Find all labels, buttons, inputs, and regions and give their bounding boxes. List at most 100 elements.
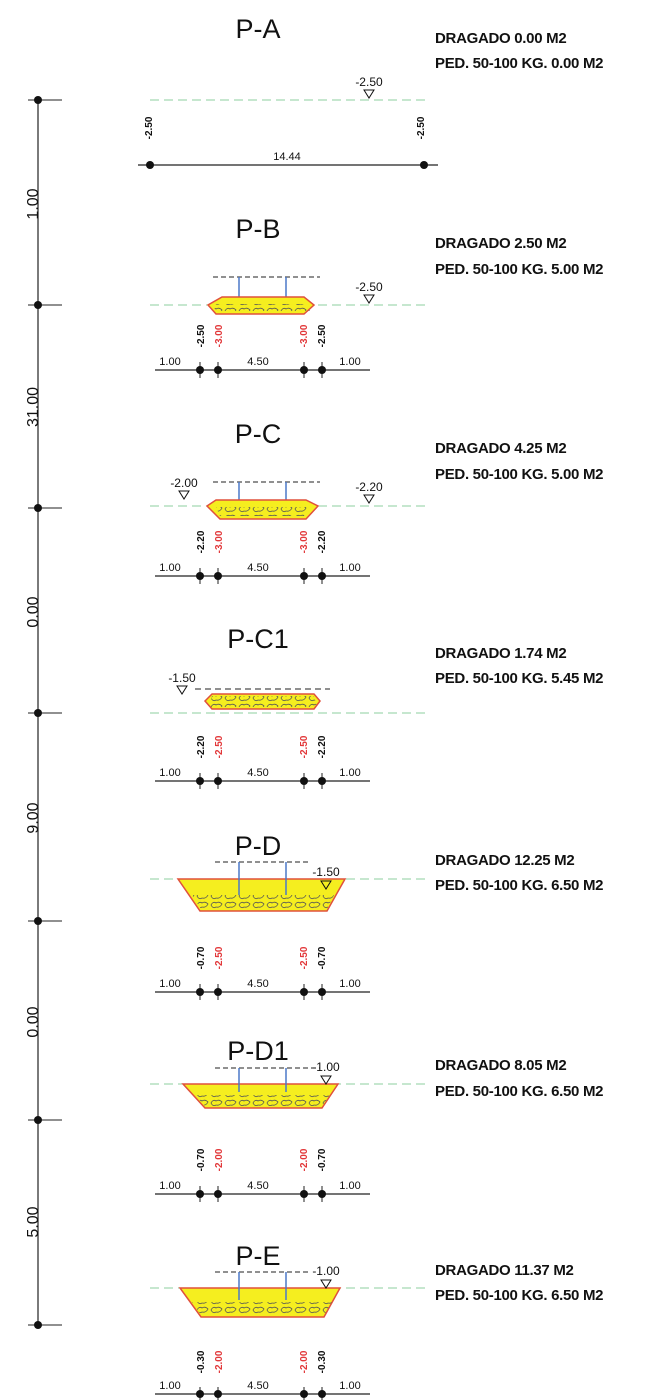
baseline-node: [318, 1190, 326, 1198]
level-marker-icon: [178, 490, 190, 500]
section-title: P-C: [235, 419, 282, 449]
section-p-b: P-B DRAGADO 2.50 M2 PED. 50-100 KG. 5.00…: [150, 214, 603, 378]
section-p-e: P-E DRAGADO 11.37 M2 PED. 50-100 KG. 6.5…: [150, 1241, 603, 1400]
level-marker-icon: [320, 1279, 332, 1289]
depth-label: -2.50: [416, 116, 427, 139]
section-p-a: P-A DRAGADO 0.00 M2 PED. 50-100 KG. 0.00…: [138, 14, 603, 169]
water-level-label: -1.50: [312, 865, 340, 879]
baseline-node: [300, 366, 308, 374]
chainage-distance: 31.00: [25, 387, 42, 427]
depth-inner-left: -2.00: [214, 1148, 225, 1171]
baseline-node: [300, 1390, 308, 1398]
bank-left-label: 1.00: [159, 1180, 180, 1192]
rock-layer: [192, 1302, 332, 1315]
bank-right-label: 1.00: [339, 356, 360, 368]
chainage-distance: 0.00: [25, 596, 42, 627]
baseline-node: [196, 777, 204, 785]
depth-outer-left: -2.20: [196, 530, 207, 553]
water-level-label: -1.00: [312, 1060, 340, 1074]
axis-node: [34, 917, 42, 925]
section-p-c1: P-C1 DRAGADO 1.74 M2 PED. 50-100 KG. 5.4…: [150, 624, 603, 789]
axis-node: [34, 1321, 42, 1329]
baseline-node: [146, 161, 154, 169]
depth-outer-right: -0.30: [317, 1350, 328, 1373]
width-label: 4.50: [247, 1380, 268, 1392]
depth-inner-left: -3.00: [214, 530, 225, 553]
width-label: 4.50: [247, 356, 268, 368]
baseline-node: [318, 366, 326, 374]
rock-layer: [192, 895, 334, 909]
axis-node: [34, 504, 42, 512]
baseline-node: [318, 777, 326, 785]
bank-right-label: 1.00: [339, 978, 360, 990]
section-title: P-E: [235, 1241, 280, 1271]
chainage-distance: 0.00: [25, 1006, 42, 1037]
depth-inner-right: -2.50: [299, 946, 310, 969]
axis-node: [34, 709, 42, 717]
dragado-area: DRAGADO 12.25 M2: [435, 852, 574, 869]
baseline-node: [214, 1190, 222, 1198]
depth-label: -2.50: [144, 116, 155, 139]
dragado-area: DRAGADO 2.50 M2: [435, 235, 566, 252]
dragado-area: DRAGADO 8.05 M2: [435, 1057, 566, 1074]
bank-left-label: 1.00: [159, 978, 180, 990]
chainage-distance: 5.00: [25, 1206, 42, 1237]
depth-outer-right: -0.70: [317, 1148, 328, 1171]
depth-outer-left: -2.50: [196, 324, 207, 347]
width-label: 4.50: [247, 1180, 268, 1192]
water-level-label: -2.50: [355, 75, 383, 89]
depth-outer-right: -0.70: [317, 946, 328, 969]
level-marker-icon: [320, 1075, 332, 1085]
baseline-node: [300, 988, 308, 996]
bank-right-label: 1.00: [339, 562, 360, 574]
baseline-node: [214, 777, 222, 785]
level-marker-icon: [320, 880, 332, 890]
bank-left-label: 1.00: [159, 1380, 180, 1392]
water-level-label: -1.00: [312, 1264, 340, 1278]
section-title: P-A: [235, 14, 280, 44]
baseline-node: [420, 161, 428, 169]
rock-layer: [214, 304, 310, 311]
section-title: P-C1: [227, 624, 289, 654]
dragado-area: DRAGADO 11.37 M2: [435, 1262, 574, 1279]
width-label: 4.50: [247, 767, 268, 779]
bank-left-label: 1.00: [159, 562, 180, 574]
axis-node: [34, 301, 42, 309]
section-p-d: P-D DRAGADO 12.25 M2 PED. 50-100 KG. 6.5…: [150, 831, 603, 1000]
left-level-label: -1.50: [168, 671, 196, 685]
bank-right-label: 1.00: [339, 1180, 360, 1192]
section-title: P-B: [235, 214, 280, 244]
section-p-c: P-C DRAGADO 4.25 M2 PED. 50-100 KG. 5.00…: [150, 419, 603, 584]
axis-node: [34, 96, 42, 104]
baseline-node: [214, 1390, 222, 1398]
chainage-distance: 1.00: [25, 188, 42, 219]
dragado-area: DRAGADO 1.74 M2: [435, 645, 566, 662]
depth-inner-right: -2.00: [299, 1350, 310, 1373]
baseline-node: [196, 1190, 204, 1198]
chainage-axis: 1.00 31.00 0.00 9.00 0.00 5.00: [25, 96, 62, 1329]
bank-right-label: 1.00: [339, 1380, 360, 1392]
baseline-node: [196, 988, 204, 996]
baseline-node: [318, 572, 326, 580]
baseline-node: [196, 572, 204, 580]
width-label: 14.44: [273, 151, 301, 163]
ped-area: PED. 50-100 KG. 5.00 M2: [435, 466, 603, 483]
depth-outer-right: -2.20: [317, 530, 328, 553]
section-title: P-D1: [227, 1036, 289, 1066]
bank-left-label: 1.00: [159, 767, 180, 779]
depth-inner-right: -2.00: [299, 1148, 310, 1171]
depth-inner-left: -2.50: [214, 735, 225, 758]
ped-area: PED. 50-100 KG. 0.00 M2: [435, 55, 603, 72]
baseline-node: [214, 366, 222, 374]
depth-outer-left: -0.70: [196, 946, 207, 969]
depth-outer-left: -0.30: [196, 1350, 207, 1373]
depth-inner-right: -3.00: [299, 530, 310, 553]
width-label: 4.50: [247, 562, 268, 574]
ped-area: PED. 50-100 KG. 6.50 M2: [435, 1287, 603, 1304]
level-marker-icon: [363, 294, 375, 304]
left-level-label: -2.00: [170, 476, 198, 490]
depth-inner-right: -3.00: [299, 324, 310, 347]
level-marker-icon: [176, 685, 188, 695]
baseline-node: [318, 1390, 326, 1398]
baseline-node: [196, 366, 204, 374]
